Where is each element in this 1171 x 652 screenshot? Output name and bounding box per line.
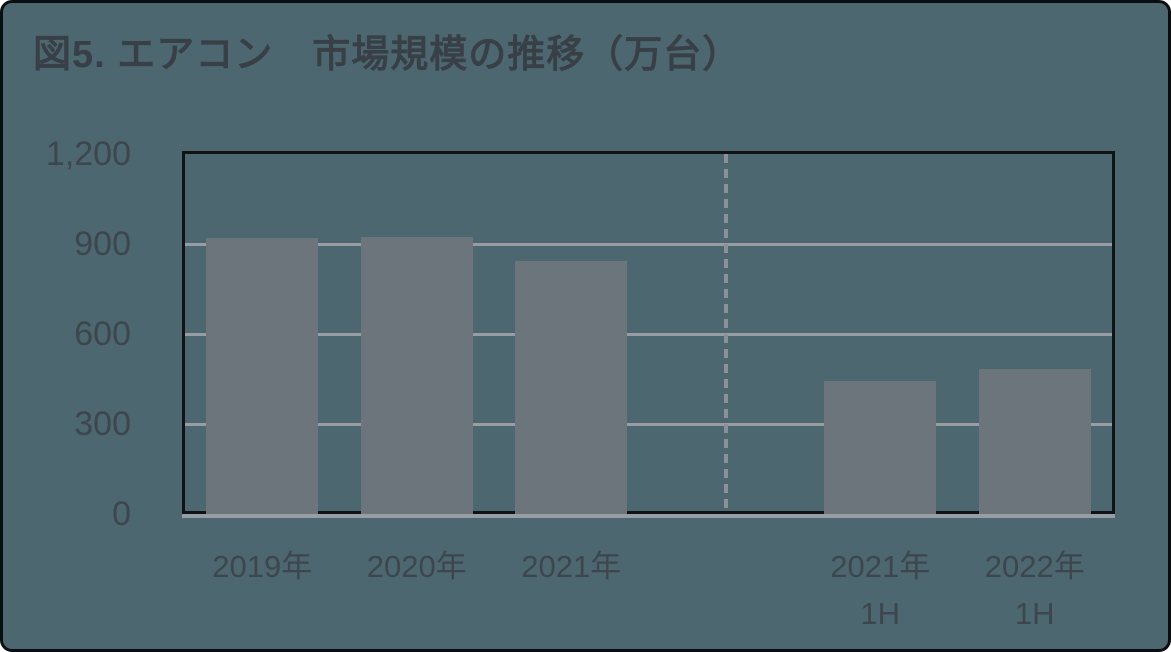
x-tick-label-2021-1h: 2021年 1H	[830, 549, 931, 631]
period-divider-line	[723, 154, 728, 514]
x-tick-label-2022-1h: 2022年 1H	[984, 549, 1085, 631]
y-tick-label-1200: 1,200	[45, 135, 131, 173]
x-axis-gray-line	[182, 514, 1115, 518]
x-tick-label-2021: 2021年	[521, 549, 622, 584]
gridline-300	[185, 422, 1112, 426]
plot-area	[182, 151, 1115, 514]
y-tick-label-0: 0	[112, 495, 131, 533]
x-axis-black-line	[185, 511, 1112, 514]
bar-2021-1h	[824, 380, 937, 514]
x-tick-label-2020: 2020年	[366, 549, 467, 584]
bar-2022-1h	[978, 368, 1091, 514]
y-tick-label-900: 900	[74, 225, 131, 263]
chart-title: 図5. エアコン 市場規模の推移（万台）	[33, 34, 742, 76]
y-tick-label-600: 600	[74, 315, 131, 353]
bar-2021	[515, 260, 628, 514]
y-tick-label-300: 300	[74, 405, 131, 443]
bar-2020	[360, 236, 473, 514]
x-tick-label-2019: 2019年	[212, 549, 313, 584]
gridline-900	[185, 242, 1112, 246]
gridline-600	[185, 332, 1112, 336]
bar-2019	[206, 238, 319, 514]
